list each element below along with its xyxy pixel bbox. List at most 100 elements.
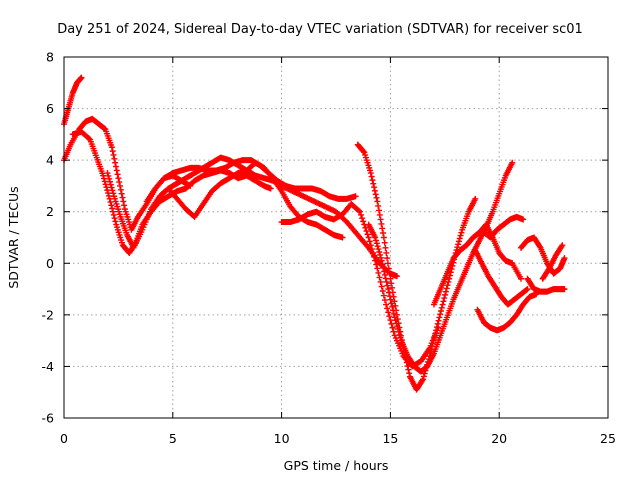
data-point xyxy=(455,238,462,245)
data-point xyxy=(430,336,437,343)
data-point xyxy=(121,202,128,209)
data-point xyxy=(384,260,391,267)
data-point xyxy=(385,265,392,272)
data-point xyxy=(439,301,446,308)
data-point xyxy=(113,167,120,174)
data-point xyxy=(373,240,380,247)
data-point xyxy=(112,163,119,170)
data-point xyxy=(420,373,427,380)
data-point xyxy=(433,324,440,331)
data-point xyxy=(558,243,565,250)
data-point xyxy=(378,220,385,227)
data-point xyxy=(366,238,373,245)
data-point xyxy=(382,244,389,251)
data-point xyxy=(384,282,391,289)
y-tick-labels: -6 -4 -2 0 2 4 6 8 xyxy=(42,50,55,426)
data-point xyxy=(458,229,465,236)
data-point xyxy=(536,243,543,250)
data-point xyxy=(385,286,392,293)
data-point xyxy=(120,198,127,205)
data-point xyxy=(111,155,118,162)
data-point xyxy=(372,237,379,244)
data-points xyxy=(61,74,568,393)
data-point xyxy=(434,320,441,327)
data-point xyxy=(386,293,393,300)
data-point xyxy=(442,288,449,295)
data-point xyxy=(109,205,116,212)
data-point xyxy=(372,257,379,264)
data-point xyxy=(118,190,125,197)
x-tick-label: 25 xyxy=(600,431,616,446)
data-point xyxy=(355,207,362,214)
data-point xyxy=(443,285,450,292)
data-point xyxy=(383,301,390,308)
x-tick-label: 20 xyxy=(491,431,507,446)
data-point xyxy=(395,326,402,333)
data-point xyxy=(520,216,527,223)
y-tick-label: 2 xyxy=(46,204,54,219)
data-point xyxy=(517,275,524,282)
data-point xyxy=(368,246,375,253)
data-point xyxy=(509,159,516,166)
data-point xyxy=(455,241,462,248)
data-point xyxy=(380,229,387,236)
data-point xyxy=(380,292,387,299)
data-point xyxy=(364,231,371,238)
data-point xyxy=(559,242,566,249)
data-point xyxy=(371,184,378,191)
data-point xyxy=(386,270,393,277)
data-point xyxy=(100,172,107,179)
sat-4-series xyxy=(104,154,400,280)
data-point xyxy=(381,268,388,275)
data-point xyxy=(369,249,376,256)
data-point xyxy=(373,261,380,268)
data-point xyxy=(388,280,395,287)
data-point xyxy=(371,187,378,194)
data-point xyxy=(112,159,119,166)
x-tick-label: 10 xyxy=(274,431,290,446)
data-point xyxy=(429,340,436,347)
data-point xyxy=(377,216,384,223)
data-point xyxy=(360,148,367,155)
data-point xyxy=(119,194,126,201)
data-point xyxy=(390,328,397,335)
data-point xyxy=(107,199,114,206)
data-point xyxy=(387,317,394,324)
data-point xyxy=(363,228,370,235)
x-tick-label: 0 xyxy=(60,431,68,446)
data-point xyxy=(378,257,385,264)
data-point xyxy=(431,333,438,340)
data-point xyxy=(436,314,443,321)
data-point xyxy=(389,284,396,291)
data-point xyxy=(104,170,111,177)
sat-15-series xyxy=(524,275,568,295)
data-point xyxy=(390,310,397,317)
data-point xyxy=(456,235,463,242)
data-point xyxy=(433,327,440,334)
data-point xyxy=(110,151,117,158)
data-point xyxy=(108,184,115,191)
data-point xyxy=(406,370,413,377)
data-point xyxy=(104,187,111,194)
sat-10-series xyxy=(430,221,524,308)
data-point xyxy=(385,309,392,316)
sat-7-series xyxy=(278,200,442,370)
sat-9-series xyxy=(365,159,516,375)
data-point xyxy=(359,215,366,222)
sat-8-series xyxy=(354,141,479,393)
data-point xyxy=(404,363,411,370)
data-point xyxy=(397,334,404,341)
data-point xyxy=(110,190,117,197)
sat-14-series xyxy=(517,234,568,277)
data-point xyxy=(108,144,115,151)
axis-ticks xyxy=(63,56,609,419)
data-point xyxy=(352,193,359,200)
data-point xyxy=(420,376,427,383)
data-point xyxy=(106,195,113,202)
data-point xyxy=(112,218,119,225)
data-point xyxy=(393,320,400,327)
data-point xyxy=(395,328,402,335)
data-point xyxy=(440,298,447,305)
data-point xyxy=(78,74,85,81)
data-point xyxy=(372,234,379,241)
